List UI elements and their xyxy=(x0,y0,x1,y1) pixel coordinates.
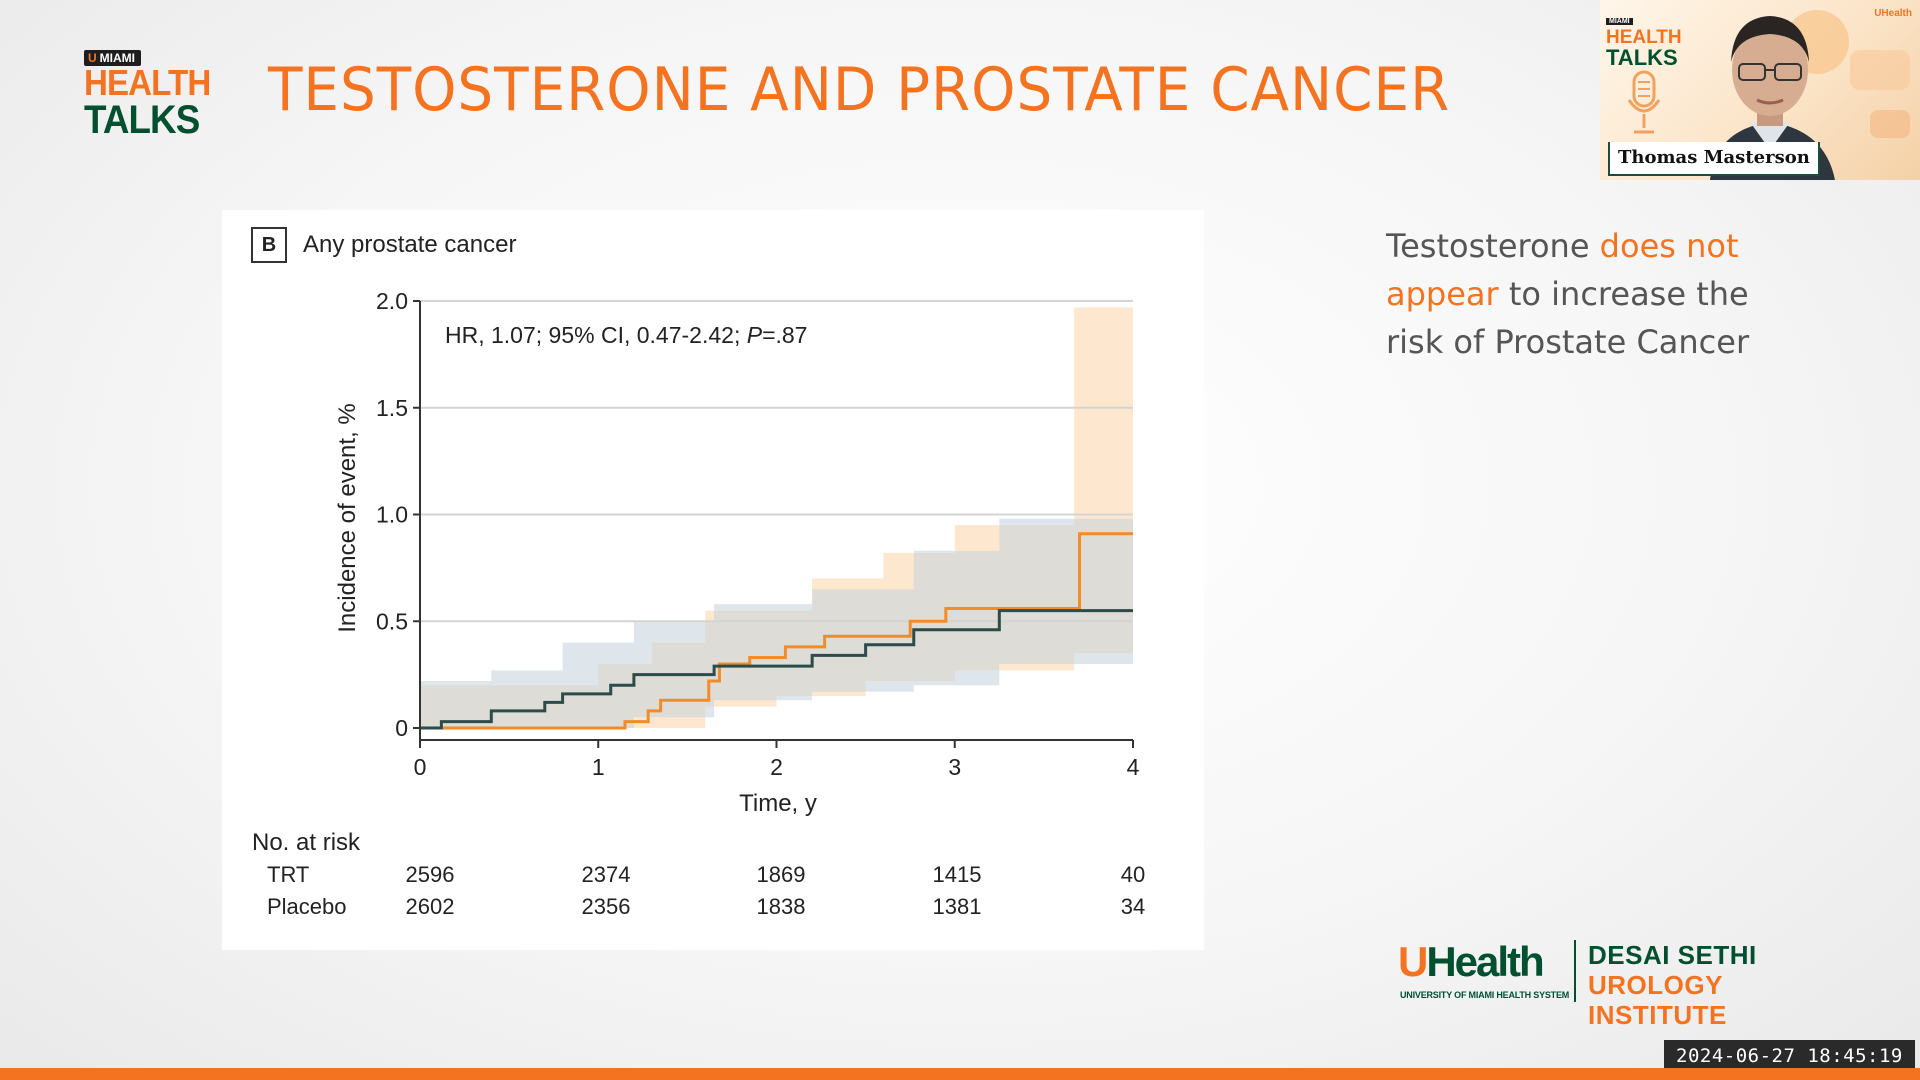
key-message-text: to increase the risk of Prostate Cancer xyxy=(1386,275,1750,361)
uhealth-desai-sethi-logo: UHealth UNIVERSITY OF MIAMI HEALTH SYSTE… xyxy=(1398,938,1858,1030)
risk-value: 1381 xyxy=(932,894,982,919)
uhealth-subtitle: UNIVERSITY OF MIAMI HEALTH SYSTEM xyxy=(1400,990,1570,1000)
y-tick-label: 1.0 xyxy=(376,502,408,528)
uhealth-wordmark: UHealth xyxy=(1398,938,1545,985)
risk-value: 1415 xyxy=(932,862,982,887)
y-tick-label: 2.0 xyxy=(376,288,408,314)
logo-talks-text: TALKS xyxy=(84,98,200,142)
ci-bands xyxy=(420,307,1133,728)
axes: 0 0.5 1.0 1.5 2.0 0 1 2 3 4 xyxy=(376,288,1140,780)
km-figure-panel: B Any prostate cancer 0 0.5 1.0 1.5 2.0 0 1 2 3 4… xyxy=(222,210,1204,950)
speaker-name-label: Thomas Masterson xyxy=(1608,142,1820,176)
webcam-health-talks-logo: MIAMI HEALTH TALKS xyxy=(1606,18,1682,70)
key-message: Testosterone does not appear to increase… xyxy=(1386,222,1786,366)
webcam-uhealth-mark: UHealth xyxy=(1874,8,1912,19)
gridlines xyxy=(420,300,1133,623)
x-tick-label: 0 xyxy=(414,754,427,780)
risk-row-label-placebo: Placebo xyxy=(267,894,347,919)
x-axis-label: Time, y xyxy=(739,790,817,817)
km-line-0 xyxy=(420,532,1133,730)
x-tick-label: 2 xyxy=(770,754,783,780)
risk-value: 34 xyxy=(1120,894,1146,919)
institute-name-line1: DESAI SETHI xyxy=(1588,940,1757,970)
health-talks-logo: U MIAMI HEALTH TALKS xyxy=(84,50,220,142)
risk-table-title: No. at risk xyxy=(252,829,361,856)
risk-value: 40 xyxy=(1120,862,1146,887)
risk-value: 1869 xyxy=(756,862,806,887)
series-lines xyxy=(420,532,1133,730)
bubble-decoration xyxy=(1870,110,1910,138)
key-message-highlight: does not appear xyxy=(1386,227,1739,313)
logo-health-text: HEALTH xyxy=(84,62,211,103)
risk-row-label-trt: TRT xyxy=(267,862,310,887)
slide-title: TESTOSTERONE AND PROSTATE CANCER xyxy=(268,55,1451,125)
panel-title: Any prostate cancer xyxy=(303,231,517,258)
logo-divider xyxy=(1574,940,1576,1002)
microphone-icon xyxy=(1627,70,1661,134)
miami-badge: U MIAMI xyxy=(84,50,141,66)
x-tick-label: 4 xyxy=(1127,754,1140,780)
recording-timestamp: 2024-06-27 18:45:19 xyxy=(1664,1040,1915,1072)
institute-name-line2: UROLOGY INSTITUTE xyxy=(1588,970,1727,1030)
ci-band-1 xyxy=(420,518,1133,728)
y-axis-label: Incidence of event, % xyxy=(334,403,361,632)
y-tick-label: 1.5 xyxy=(376,395,408,421)
km-chart: 0 0.5 1.0 1.5 2.0 0 1 2 3 4 HR, 1.07; 95% CI, 0.4… xyxy=(334,288,1140,817)
risk-value: 1838 xyxy=(756,894,806,919)
risk-value: 2596 xyxy=(405,862,455,887)
panel-label: B xyxy=(251,227,287,263)
brand-bottom-bar xyxy=(0,1068,1920,1080)
risk-value: 2374 xyxy=(581,862,631,887)
risk-value: 2602 xyxy=(405,894,455,919)
risk-value: 2356 xyxy=(581,894,631,919)
x-tick-label: 1 xyxy=(592,754,605,780)
bubble-decoration xyxy=(1850,50,1910,90)
y-tick-label: 0.5 xyxy=(376,608,408,634)
key-message-text: Testosterone xyxy=(1386,227,1600,265)
km-line-1 xyxy=(420,609,1133,730)
speaker-webcam: MIAMI HEALTH TALKS UHealth Thomas Master… xyxy=(1600,0,1920,180)
x-tick-label: 3 xyxy=(948,754,961,780)
y-tick-label: 0 xyxy=(395,715,408,741)
hr-annotation: HR, 1.07; 95% CI, 0.47-2.42; P=.87 xyxy=(445,322,807,348)
